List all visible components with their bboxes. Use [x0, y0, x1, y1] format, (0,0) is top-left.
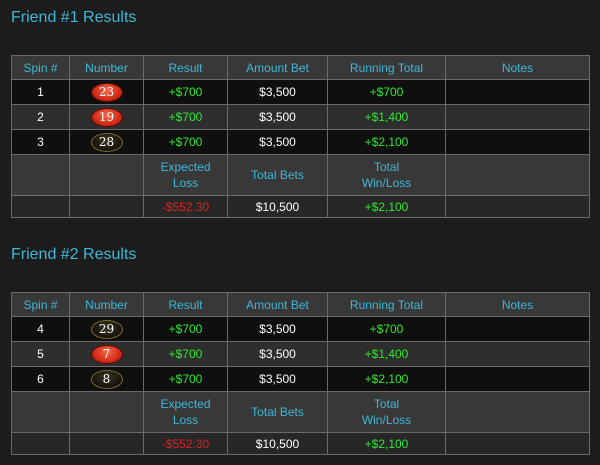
summary-row: -$552.30 $10,500 +$2,100 [11, 432, 590, 455]
notes-cell[interactable] [445, 79, 590, 105]
notes-cell[interactable] [445, 366, 590, 392]
running-total-cell: +$700 [327, 79, 446, 105]
running-total-cell: +$700 [327, 316, 446, 342]
empty-cell [69, 432, 144, 455]
col-header-result: Result [143, 55, 228, 80]
col-header-spin: Spin # [11, 292, 70, 317]
section-title-friend-2: Friend #2 Results [11, 246, 137, 263]
result-cell: +$700 [143, 104, 228, 130]
table-row: 5 7 +$700 $3,500 +$1,400 [11, 341, 590, 367]
expected-loss-label: Expected Loss [143, 391, 228, 433]
summary-row: -$552.30 $10,500 +$2,100 [11, 195, 590, 218]
empty-cell [69, 391, 144, 433]
expected-loss-value: -$552.30 [143, 432, 228, 455]
table-header-row: Spin # Number Result Amount Bet Running … [11, 292, 590, 317]
number-cell: 8 [69, 366, 144, 392]
amount-bet-cell: $3,500 [227, 79, 328, 105]
amount-bet-cell: $3,500 [227, 366, 328, 392]
roulette-ball-icon: 19 [90, 107, 123, 127]
results-table-friend-2: Spin # Number Result Amount Bet Running … [11, 292, 590, 455]
result-cell: +$700 [143, 79, 228, 105]
roulette-ball-icon: 7 [90, 344, 123, 364]
number-cell: 19 [69, 104, 144, 130]
roulette-ball-icon: 28 [90, 132, 123, 152]
amount-bet-cell: $3,500 [227, 129, 328, 155]
col-header-running-total: Running Total [327, 55, 446, 80]
table-row: 6 8 +$700 $3,500 +$2,100 [11, 366, 590, 392]
total-winloss-label: Total Win/Loss [327, 154, 446, 196]
col-header-notes: Notes [445, 55, 590, 80]
total-winloss-value: +$2,100 [327, 432, 446, 455]
total-bets-label: Total Bets [227, 154, 328, 196]
total-bets-value: $10,500 [227, 195, 328, 218]
total-winloss-label: Total Win/Loss [327, 391, 446, 433]
col-header-notes: Notes [445, 292, 590, 317]
running-total-cell: +$2,100 [327, 129, 446, 155]
empty-cell [445, 391, 590, 433]
roulette-ball-icon: 29 [90, 319, 123, 339]
empty-cell [11, 195, 70, 218]
table-row: 4 29 +$700 $3,500 +$700 [11, 316, 590, 342]
expected-loss-label: Expected Loss [143, 154, 228, 196]
number-cell: 7 [69, 341, 144, 367]
notes-cell[interactable] [445, 129, 590, 155]
total-bets-value: $10,500 [227, 432, 328, 455]
col-header-number: Number [69, 55, 144, 80]
number-cell: 28 [69, 129, 144, 155]
empty-cell [11, 432, 70, 455]
summary-header-row: Expected Loss Total Bets Total Win/Loss [11, 391, 590, 433]
col-header-running-total: Running Total [327, 292, 446, 317]
empty-cell [445, 195, 590, 218]
empty-cell [69, 154, 144, 196]
empty-cell [11, 154, 70, 196]
spin-number: 1 [11, 79, 70, 105]
number-cell: 29 [69, 316, 144, 342]
summary-header-row: Expected Loss Total Bets Total Win/Loss [11, 154, 590, 196]
result-cell: +$700 [143, 129, 228, 155]
running-total-cell: +$1,400 [327, 341, 446, 367]
notes-cell[interactable] [445, 316, 590, 342]
table-row: 1 23 +$700 $3,500 +$700 [11, 79, 590, 105]
spin-number: 2 [11, 104, 70, 130]
empty-cell [445, 432, 590, 455]
empty-cell [11, 391, 70, 433]
col-header-amount-bet: Amount Bet [227, 55, 328, 80]
expected-loss-value: -$552.30 [143, 195, 228, 218]
roulette-ball-icon: 8 [90, 369, 123, 389]
number-cell: 23 [69, 79, 144, 105]
spin-number: 4 [11, 316, 70, 342]
table-row: 3 28 +$700 $3,500 +$2,100 [11, 129, 590, 155]
result-cell: +$700 [143, 316, 228, 342]
amount-bet-cell: $3,500 [227, 316, 328, 342]
spin-number: 5 [11, 341, 70, 367]
col-header-number: Number [69, 292, 144, 317]
total-winloss-value: +$2,100 [327, 195, 446, 218]
table-row: 2 19 +$700 $3,500 +$1,400 [11, 104, 590, 130]
amount-bet-cell: $3,500 [227, 341, 328, 367]
result-cell: +$700 [143, 366, 228, 392]
notes-cell[interactable] [445, 104, 590, 130]
roulette-ball-icon: 23 [90, 82, 123, 102]
section-title-friend-1: Friend #1 Results [11, 9, 137, 26]
total-bets-label: Total Bets [227, 391, 328, 433]
running-total-cell: +$2,100 [327, 366, 446, 392]
spin-number: 3 [11, 129, 70, 155]
empty-cell [445, 154, 590, 196]
col-header-result: Result [143, 292, 228, 317]
empty-cell [69, 195, 144, 218]
running-total-cell: +$1,400 [327, 104, 446, 130]
result-cell: +$700 [143, 341, 228, 367]
notes-cell[interactable] [445, 341, 590, 367]
results-table-friend-1: Spin # Number Result Amount Bet Running … [11, 55, 590, 218]
spin-number: 6 [11, 366, 70, 392]
col-header-amount-bet: Amount Bet [227, 292, 328, 317]
amount-bet-cell: $3,500 [227, 104, 328, 130]
col-header-spin: Spin # [11, 55, 70, 80]
table-header-row: Spin # Number Result Amount Bet Running … [11, 55, 590, 80]
